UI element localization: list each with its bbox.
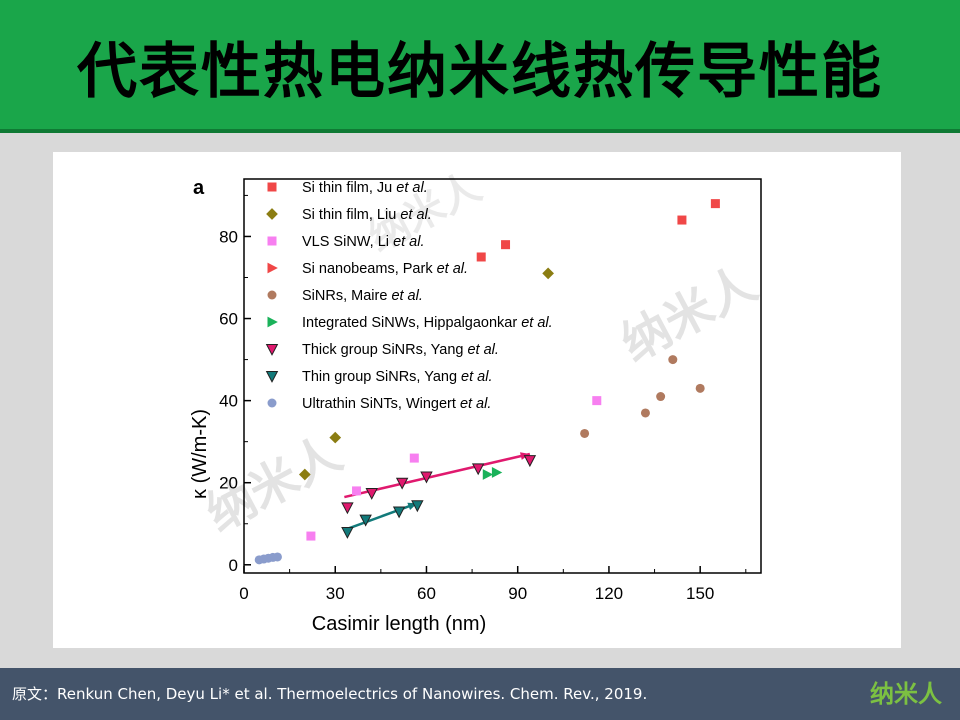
data-point <box>471 463 485 476</box>
data-point <box>482 469 494 480</box>
legend: Si thin film, Ju et al. Si thin film, Liu… <box>265 180 553 412</box>
fit-line <box>343 502 418 532</box>
data-point <box>329 431 342 444</box>
data-point <box>491 467 503 478</box>
data-point <box>272 552 282 562</box>
data-point <box>542 267 554 280</box>
footer-bar: 原文：Renkun Chen, Deyu Li* et al. Thermoel… <box>0 668 960 720</box>
legend-marker <box>266 208 278 220</box>
x-tick-label: 60 <box>417 584 436 603</box>
legend-marker <box>267 398 277 408</box>
data-point <box>359 514 372 527</box>
legend-marker <box>267 182 277 192</box>
data-point <box>365 487 378 500</box>
data-point <box>411 500 424 513</box>
data-point <box>695 383 705 393</box>
data-point <box>392 506 406 519</box>
figure-panel: 纳米人 纳米人 纳米人 a 0 30 60 90 120 150 0 20 40 60 80 Si … <box>53 152 901 648</box>
slide-title: 代表性热电纳米线热传导性能 <box>77 37 883 107</box>
panel-label: a <box>193 177 205 199</box>
y-tick-label: 80 <box>219 227 238 246</box>
y-axis-label: κ (W/m-K) <box>189 409 211 499</box>
x-tick-label: 90 <box>508 584 527 603</box>
x-tick-label: 120 <box>595 584 623 603</box>
data-point <box>677 215 687 225</box>
legend-marker <box>265 344 279 356</box>
data-point <box>476 252 486 262</box>
data-point <box>341 502 354 515</box>
title-bar: 代表性热电纳米线热传导性能 <box>0 0 960 133</box>
data-point <box>656 392 666 402</box>
y-tick-label: 40 <box>219 392 238 411</box>
legend-label: SiNRs, Maire et al. <box>302 288 423 304</box>
data-point <box>501 240 511 250</box>
data-point <box>420 471 433 484</box>
legend-label: Si thin film, Liu et al. <box>302 207 432 223</box>
x-tick-label: 30 <box>326 584 345 603</box>
data-point <box>306 531 316 541</box>
watermark: 纳米人 <box>613 257 765 371</box>
legend-marker <box>267 262 278 274</box>
legend-marker <box>267 316 278 328</box>
x-tick-label: 0 <box>239 584 248 603</box>
data-point <box>352 486 362 496</box>
legend-label: Ultrathin SiNTs, Wingert et al. <box>302 396 491 412</box>
x-axis-label: Casimir length (nm) <box>312 613 486 635</box>
logo: 纳米人 <box>870 680 942 708</box>
plot-frame <box>243 178 762 574</box>
data-point <box>668 355 678 365</box>
legend-label: Si thin film, Ju et al. <box>302 180 428 196</box>
y-tick-label: 20 <box>219 474 238 493</box>
data-point <box>341 526 354 539</box>
citation-text: 原文：Renkun Chen, Deyu Li* et al. Thermoel… <box>12 685 648 703</box>
legend-marker <box>265 371 279 383</box>
legend-marker <box>267 290 277 300</box>
legend-label: Thin group SiNRs, Yang et al. <box>302 369 492 385</box>
x-tick-label: 150 <box>686 584 714 603</box>
y-tick-label: 60 <box>219 310 238 329</box>
data-point <box>580 428 590 438</box>
y-tick-label: 0 <box>229 556 238 575</box>
data-point <box>710 199 720 209</box>
data-point <box>523 455 537 468</box>
data-point <box>395 477 409 490</box>
axes: 0 30 60 90 120 150 0 20 40 60 80 <box>219 178 762 603</box>
legend-label: VLS SiNW, Li et al. <box>302 234 425 250</box>
legend-label: Thick group SiNRs, Yang et al. <box>302 342 499 358</box>
legend-marker <box>267 236 277 246</box>
data-point <box>640 408 650 418</box>
data-point <box>409 453 419 463</box>
data-point <box>592 396 602 406</box>
legend-label: Integrated SiNWs, Hippalgaonkar et al. <box>302 315 553 331</box>
legend-label: Si nanobeams, Park et al. <box>302 261 468 277</box>
